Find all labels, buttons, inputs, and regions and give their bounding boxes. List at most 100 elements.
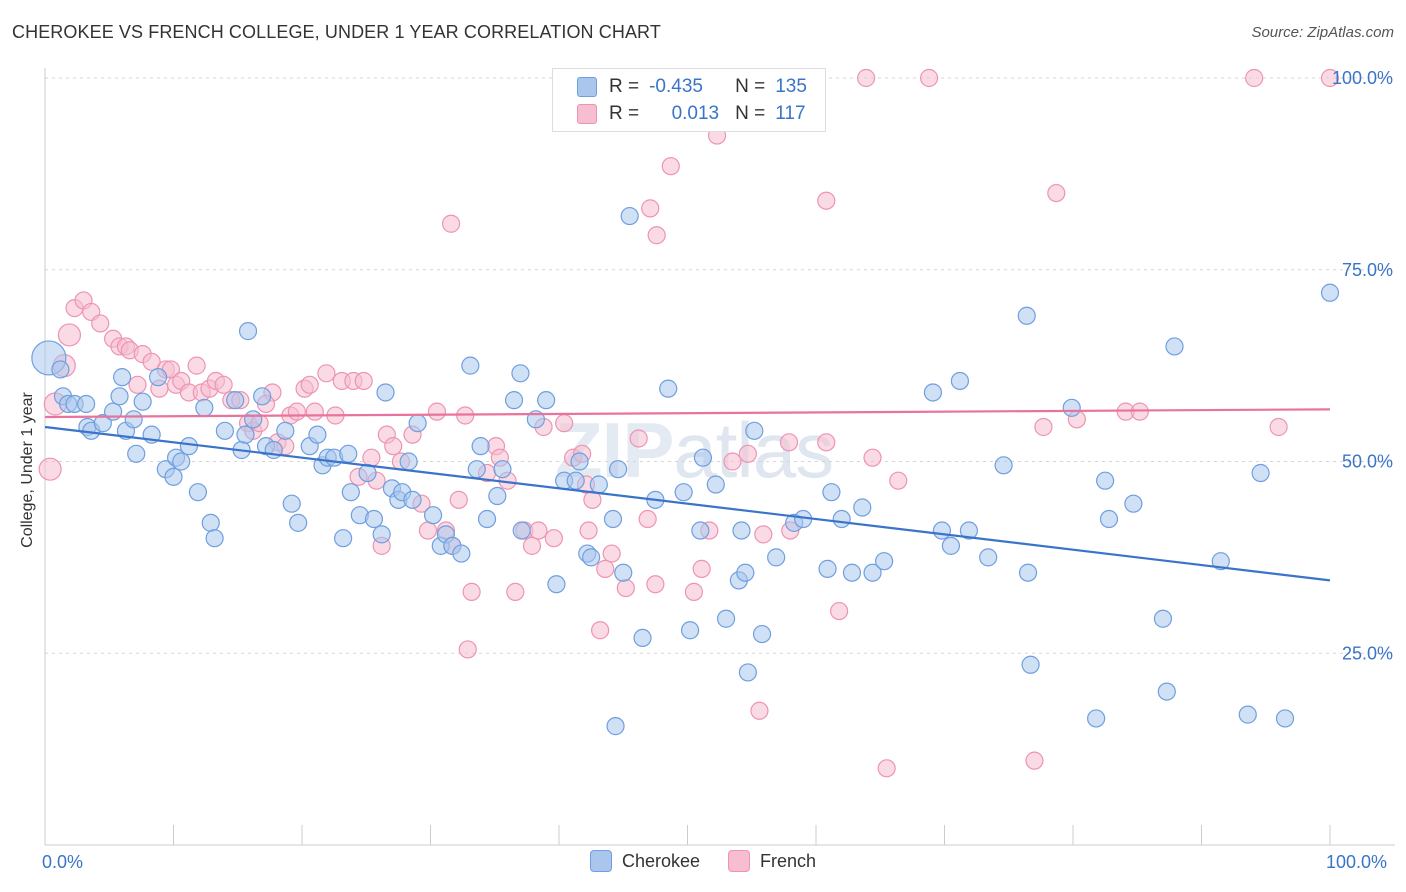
french-point <box>877 759 896 778</box>
cherokee-point <box>738 663 757 682</box>
correlation-legend: R = -0.435 N = 135 R = 0.013 N = 117 <box>552 68 826 132</box>
french-point <box>817 191 836 210</box>
trend-lines <box>44 408 1331 582</box>
legend-row-french: R = 0.013 N = 117 <box>577 102 806 126</box>
cherokee-point <box>950 371 970 391</box>
cherokee-point <box>1018 563 1038 582</box>
cherokee-point <box>994 456 1013 475</box>
cherokee-point <box>620 206 639 226</box>
cherokee-point <box>1017 306 1036 325</box>
cherokee-point <box>77 394 96 414</box>
cherokee-point <box>736 563 755 582</box>
french-point <box>214 375 233 394</box>
french-point <box>57 323 82 347</box>
cherokee-point <box>244 410 263 429</box>
cherokee-point <box>461 356 480 375</box>
french-point <box>629 429 648 448</box>
cherokee-point <box>566 471 585 490</box>
cherokee-point <box>164 467 183 486</box>
y-tick-labels: 25.0% 50.0% 75.0% 100.0% <box>1332 68 1393 663</box>
cherokee-point <box>308 425 327 444</box>
cherokee-point <box>1021 655 1040 674</box>
cherokee-point <box>253 387 272 406</box>
cherokee-point <box>201 513 220 532</box>
cherokee-trend-line <box>44 425 1331 582</box>
french-point <box>602 544 621 563</box>
cherokee-point <box>179 437 199 456</box>
cherokee-point <box>403 490 422 509</box>
cherokee-point <box>341 483 360 502</box>
cherokee-point <box>148 368 168 387</box>
cherokee-point <box>537 391 556 410</box>
cherokee-point <box>1153 609 1173 628</box>
legend-swatch-cherokee <box>577 77 597 97</box>
french-point <box>779 433 799 452</box>
x-tick-label-max: 100.0% <box>1326 852 1388 872</box>
y-tick-label: 75.0% <box>1342 260 1393 280</box>
cherokee-point <box>372 525 391 544</box>
cherokee-point <box>589 475 608 494</box>
cherokee-point <box>1124 494 1143 513</box>
cherokee-point <box>282 494 301 513</box>
french-point <box>889 471 908 490</box>
french-point <box>1047 183 1066 203</box>
y-tick-label: 25.0% <box>1342 643 1393 663</box>
cherokee-point <box>853 498 872 517</box>
legend-swatch-french <box>577 104 597 124</box>
legend-r-label: R = <box>609 76 640 97</box>
french-point <box>638 509 657 529</box>
french-point <box>817 433 836 452</box>
cherokee-point <box>716 609 736 628</box>
legend-n-value: 117 <box>775 103 806 124</box>
french-point <box>754 525 773 544</box>
cherokee-point <box>477 509 497 529</box>
cherokee-point <box>1096 471 1115 490</box>
cherokee-point <box>1087 709 1106 728</box>
cherokee-point <box>471 437 490 456</box>
series-swatch-cherokee <box>589 850 612 872</box>
cherokee-point <box>488 486 507 506</box>
cherokee-point <box>1062 398 1081 417</box>
cherokee-point <box>195 398 214 417</box>
cherokee-point <box>452 544 471 563</box>
cherokee-point <box>334 529 353 548</box>
cherokee-point <box>172 452 191 471</box>
cherokee-point <box>959 521 979 540</box>
cherokee-point <box>979 548 998 567</box>
cherokee-point <box>680 621 700 640</box>
cherokee-point <box>110 387 129 406</box>
cherokee-point <box>124 410 143 429</box>
series-legend-french[interactable]: French <box>728 850 816 872</box>
y-tick-label: 100.0% <box>1332 68 1393 88</box>
cherokee-point <box>693 448 713 467</box>
french-point <box>596 559 615 578</box>
cherokee-point <box>923 383 943 402</box>
french-point <box>1269 417 1288 437</box>
french-point <box>362 448 381 467</box>
french-point <box>287 402 306 421</box>
french-point <box>91 314 110 333</box>
cherokee-point <box>1211 552 1230 571</box>
cherokee-point <box>51 360 70 379</box>
legend-row-cherokee: R = -0.435 N = 135 <box>577 75 807 99</box>
french-point <box>738 444 757 463</box>
french-point <box>142 352 161 371</box>
french-point <box>449 490 468 509</box>
cherokee-point <box>606 717 625 736</box>
french-point <box>1130 402 1149 421</box>
cherokee-point <box>423 506 443 525</box>
cherokee-point <box>205 529 224 548</box>
french-point <box>1025 751 1044 770</box>
y-tick-label: 50.0% <box>1342 452 1393 472</box>
french-point <box>300 375 319 394</box>
series-legend-cherokee[interactable]: Cherokee <box>589 850 700 872</box>
french-point <box>684 582 704 601</box>
french-point <box>723 452 742 471</box>
cherokee-point <box>276 421 295 440</box>
legend-r-value: 0.013 <box>671 103 720 124</box>
cherokee-point <box>289 513 308 532</box>
series-label-cherokee: Cherokee <box>621 850 700 871</box>
cherokee-point <box>822 483 841 502</box>
cherokee-point <box>1165 337 1184 356</box>
french-point <box>128 375 147 394</box>
